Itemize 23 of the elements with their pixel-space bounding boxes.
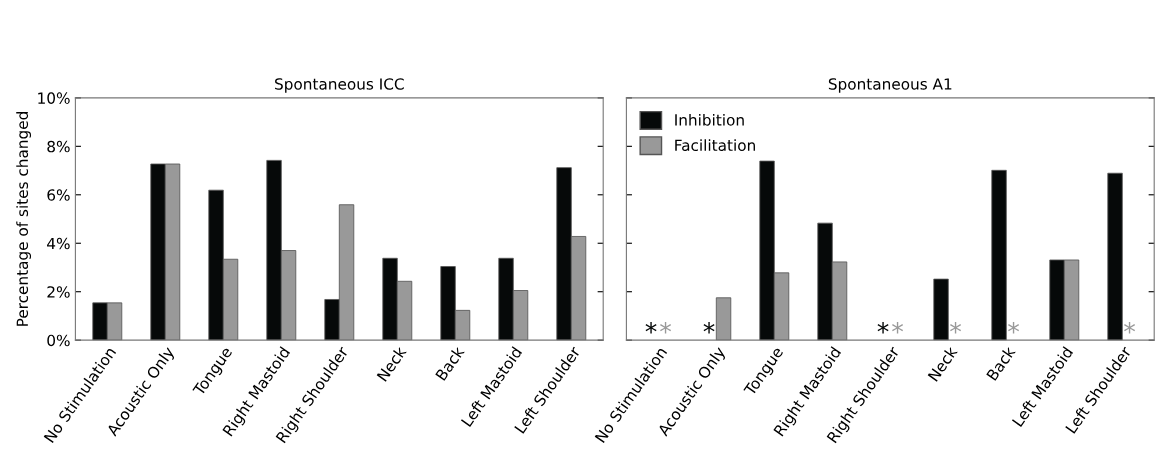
legend-label: Facilitation	[675, 139, 755, 152]
y-axis-title: Percentage of sites changed	[16, 112, 32, 326]
chart-title: Spontaneous ICC	[275, 78, 404, 93]
y-tick-label: 4%	[47, 237, 70, 250]
y-tick-label: 10%	[38, 92, 70, 104]
chart-title: Spontaneous A1	[828, 78, 952, 93]
data-label: *	[892, 321, 904, 334]
y-tick-label: 0%	[47, 334, 70, 347]
data-label: *	[703, 321, 715, 334]
bar	[715, 297, 732, 341]
data-label: *	[645, 321, 657, 334]
data-label: *	[1008, 321, 1020, 334]
data-label: *	[1124, 321, 1136, 334]
bar	[1107, 172, 1123, 341]
y-tick-label: 6%	[47, 189, 70, 201]
data-label: *	[950, 321, 962, 334]
bar	[991, 169, 1007, 341]
data-label: *	[660, 321, 672, 334]
bar	[933, 278, 949, 341]
data-label: *	[877, 321, 889, 334]
legend-label: Inhibition	[675, 113, 744, 126]
y-tick-label: 8%	[47, 140, 70, 153]
y-tick-label: 2%	[47, 286, 70, 298]
